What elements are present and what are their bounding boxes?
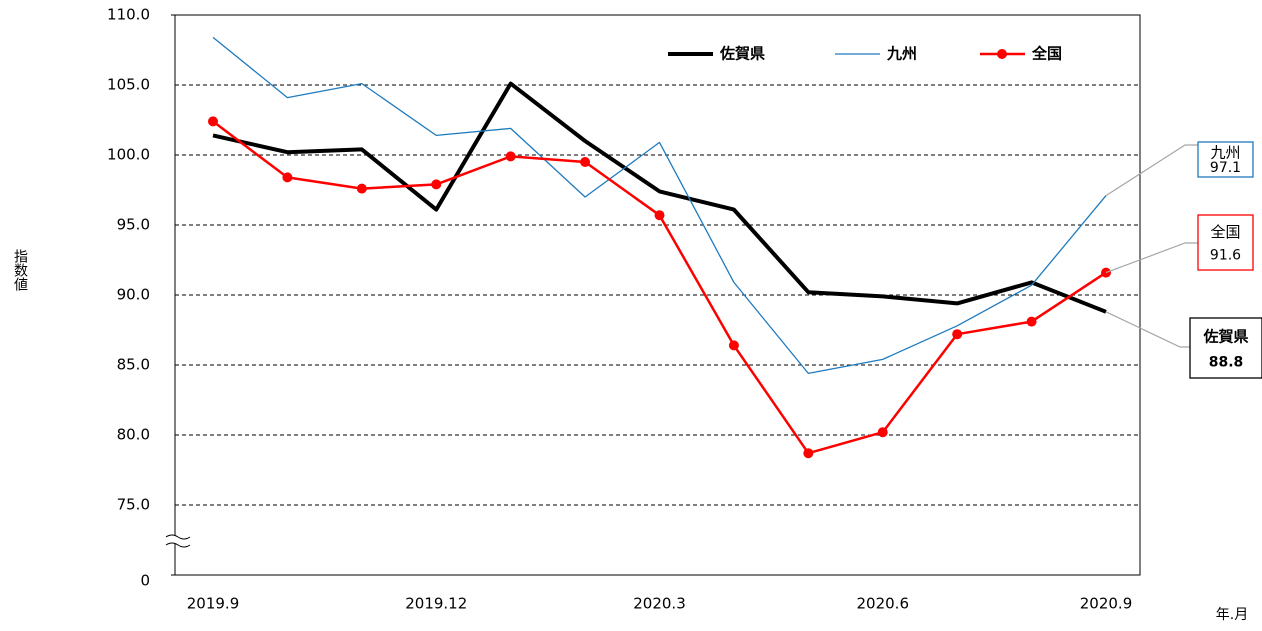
axis-break	[165, 542, 191, 548]
series-marker	[1026, 316, 1037, 327]
callout-name: 佐賀県	[1202, 328, 1248, 346]
callout-box	[1197, 214, 1254, 271]
y-axis-label: 指数値	[12, 249, 28, 291]
legend-label: 九州	[886, 45, 917, 63]
callout-leader	[1105, 242, 1198, 274]
axis-break-gap	[167, 536, 183, 544]
series-line	[212, 81, 1107, 314]
series-line	[212, 120, 1107, 455]
y-tick-label: 100.0	[107, 146, 150, 164]
x-tick-label: 2019.9	[187, 595, 240, 613]
series-line	[212, 36, 1107, 375]
axis-break	[165, 534, 191, 540]
legend-label: 全国	[1031, 45, 1062, 63]
callout-leader	[1105, 311, 1190, 348]
series-marker	[952, 329, 963, 340]
series-marker	[208, 116, 218, 127]
x-tick-label: 2020.9	[1080, 595, 1133, 613]
x-axis-label: 年.月	[1216, 607, 1248, 623]
y-tick-label: 95.0	[117, 216, 150, 234]
series-marker	[431, 179, 442, 190]
callout-box	[1197, 141, 1254, 178]
series-marker	[282, 172, 293, 183]
y-tick-label: 110.0	[107, 6, 150, 24]
y-tick-label: 0	[140, 572, 150, 590]
series-marker	[877, 427, 888, 438]
x-tick-label: 2019.12	[405, 595, 467, 613]
series-marker	[728, 340, 739, 351]
y-tick-label: 80.0	[117, 426, 150, 444]
y-tick-label: 85.0	[117, 356, 150, 374]
legend-marker	[997, 49, 1007, 59]
series-marker	[580, 157, 591, 167]
x-tick-label: 2020.3	[633, 595, 686, 613]
callout-value: 97.1	[1210, 160, 1241, 176]
series-marker	[803, 448, 814, 459]
series-marker	[356, 183, 367, 194]
callout-name: 九州	[1210, 144, 1240, 162]
y-tick-label: 75.0	[117, 496, 150, 514]
callout-value: 91.6	[1210, 248, 1241, 264]
plot-frame	[174, 14, 1141, 576]
y-tick-label: 105.0	[107, 76, 150, 94]
callout-value: 88.8	[1209, 354, 1244, 370]
legend-label: 佐賀県	[719, 45, 765, 63]
series-marker	[654, 210, 665, 221]
x-tick-label: 2020.6	[857, 595, 910, 613]
callout-box	[1189, 317, 1262, 379]
series-marker	[505, 151, 516, 162]
callout-name: 全国	[1210, 223, 1240, 241]
y-tick-label: 90.0	[117, 286, 150, 304]
callout-leader	[1105, 144, 1198, 197]
